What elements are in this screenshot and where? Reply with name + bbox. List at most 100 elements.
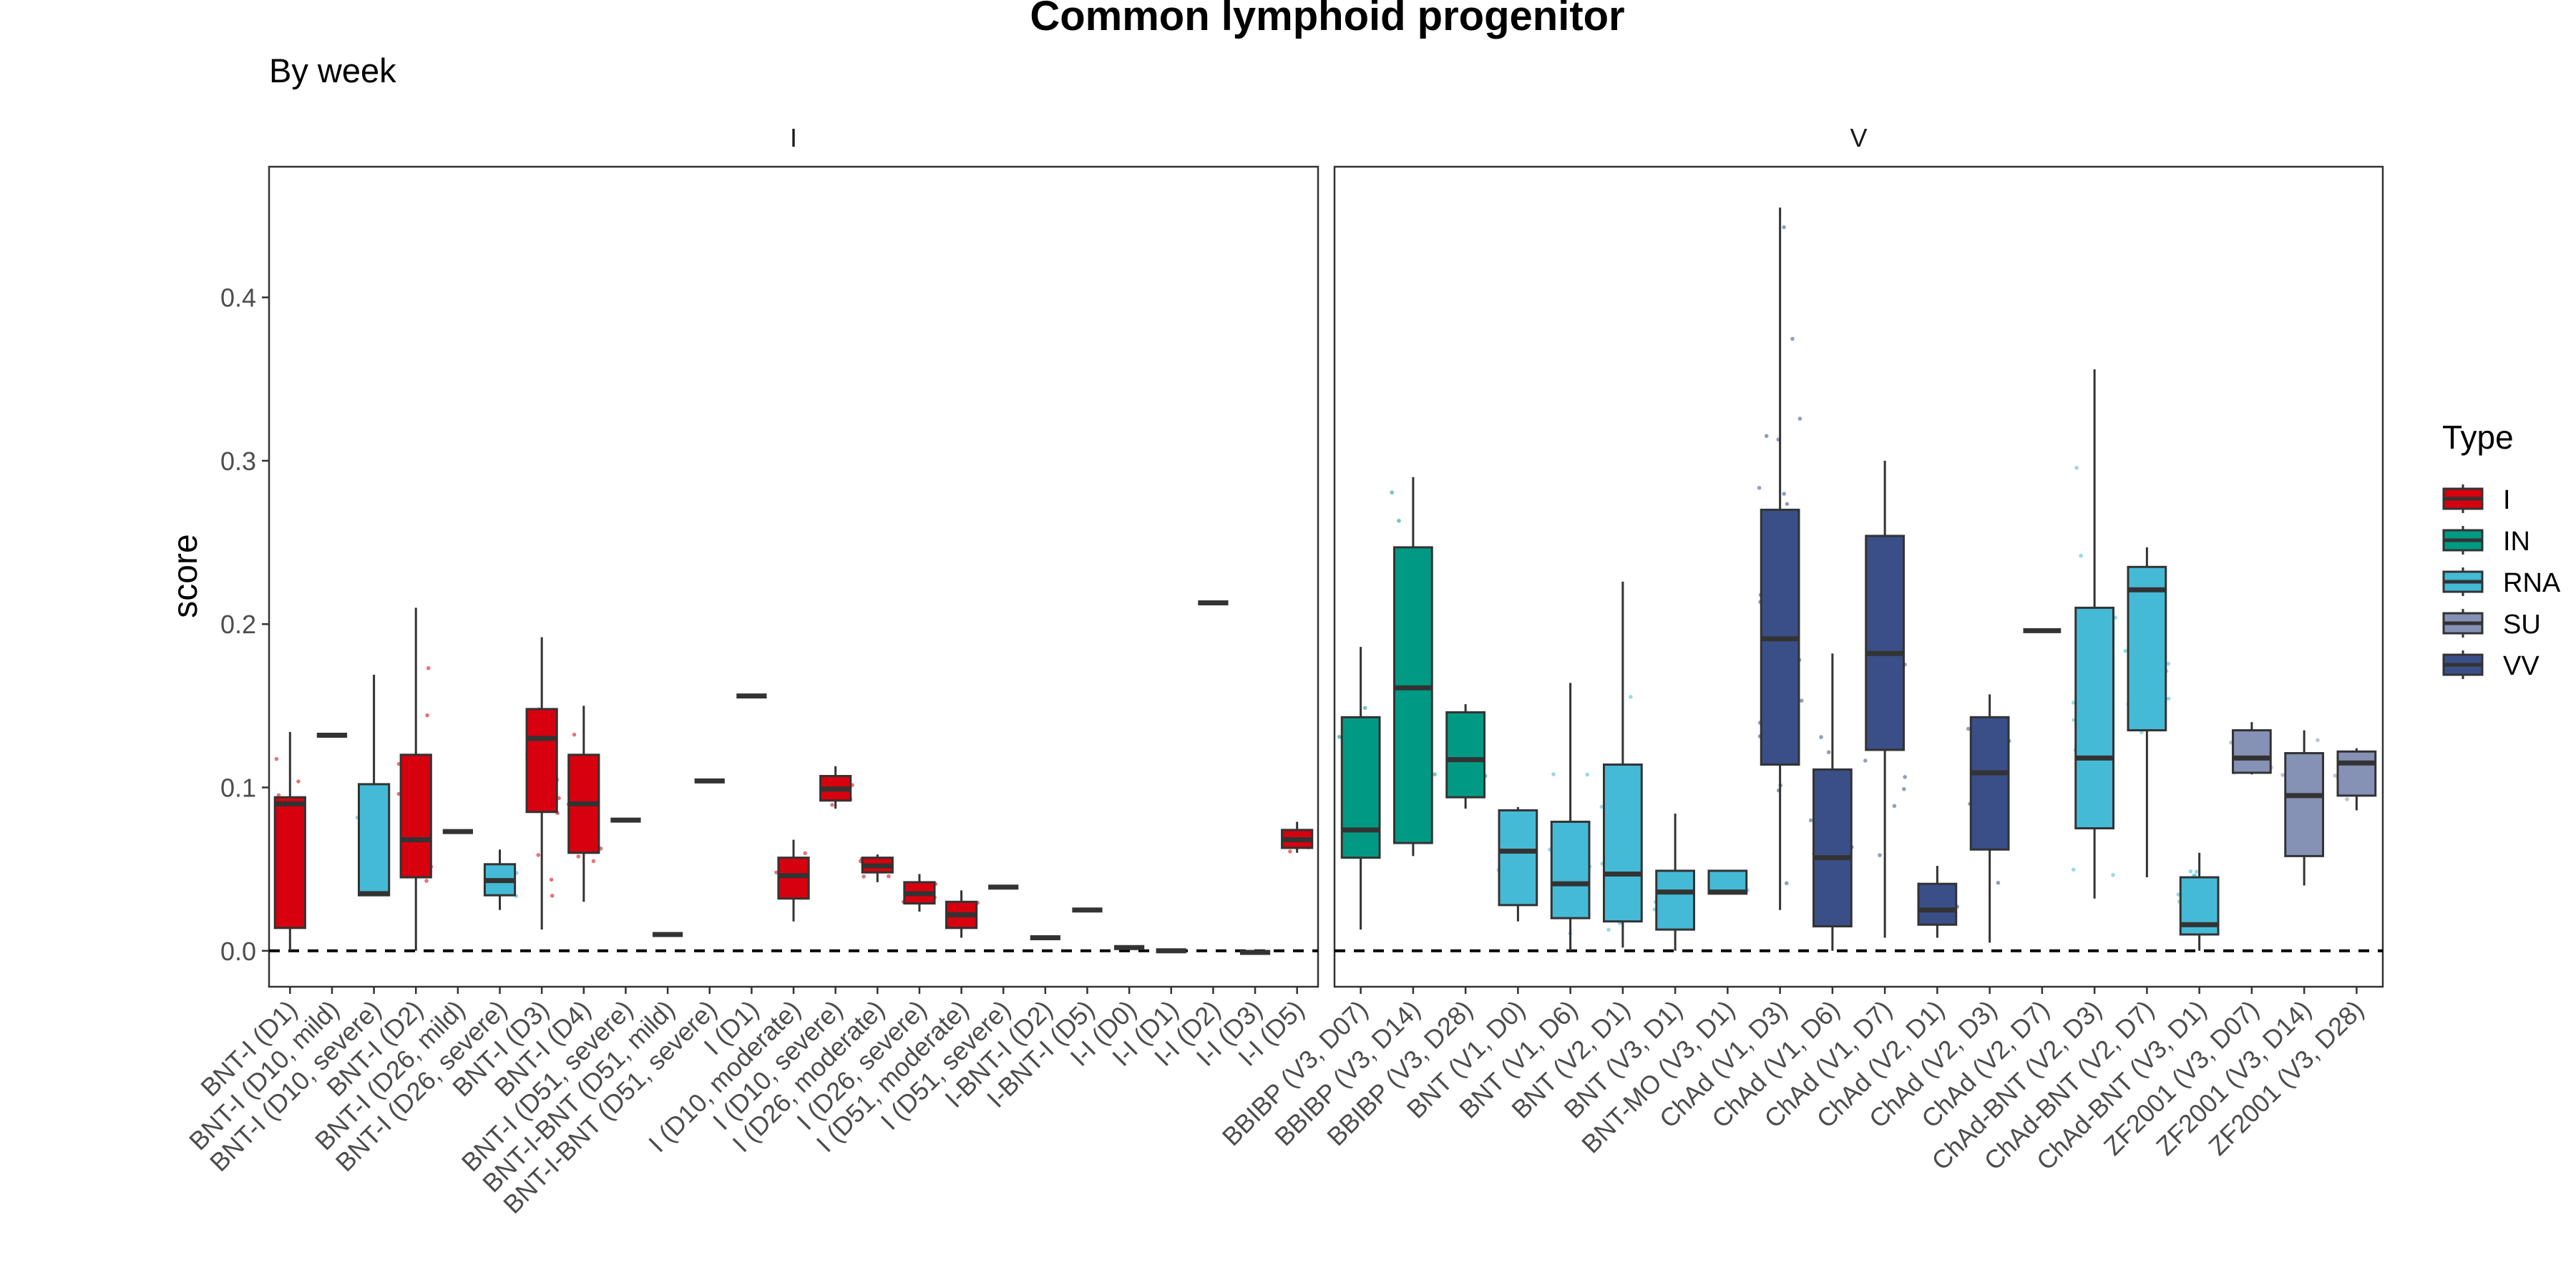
box-15 [902, 874, 938, 912]
jitter-point [862, 874, 866, 879]
box-24 [1281, 821, 1314, 854]
jitter-point [1892, 804, 1897, 809]
box-5 [483, 849, 519, 910]
box-body [1340, 716, 1381, 859]
jitter-point [2176, 892, 2181, 897]
box-body [1655, 869, 1695, 931]
jitter-point [2333, 774, 2338, 778]
legend-title: Type [2442, 419, 2514, 456]
box-7 [1707, 869, 1750, 895]
box-17 [2229, 722, 2273, 775]
jitter-point [2188, 869, 2193, 874]
jitter-point [887, 874, 891, 879]
legend-item-label: IN [2503, 527, 2530, 557]
jitter-point [1599, 804, 1604, 809]
jitter-point [1390, 490, 1395, 494]
box-6 [525, 637, 561, 930]
jitter-point [1397, 519, 1401, 523]
legend-item-i: I [2442, 484, 2511, 515]
box-8 [1757, 208, 1804, 910]
y-tick-label: 0.3 [220, 447, 256, 476]
legend-item-vv: VV [2442, 650, 2540, 681]
jitter-point [549, 877, 554, 882]
box-3 [1496, 806, 1538, 922]
box-1 [1390, 477, 1437, 857]
box-14 [858, 854, 894, 882]
jitter-point [1784, 881, 1789, 886]
jitter-point [1826, 750, 1831, 755]
box-4 [1548, 683, 1592, 951]
jitter-point [1819, 735, 1823, 739]
jitter-point [1362, 706, 1367, 711]
box-9 [1808, 653, 1854, 951]
box-0 [1337, 647, 1381, 930]
box-body [1498, 809, 1538, 907]
box-body [1603, 763, 1643, 923]
jitter-point [1799, 698, 1804, 703]
jitter-point [1606, 927, 1611, 932]
box-19 [2333, 748, 2377, 811]
box-15 [2123, 547, 2171, 878]
panel-border [1333, 165, 2384, 988]
jitter-point [572, 732, 577, 737]
box-body [273, 796, 306, 930]
jitter-point [2166, 696, 2171, 701]
chart-subtitle: By week [269, 52, 396, 89]
y-tick-label: 0.0 [220, 937, 256, 966]
jitter-point [425, 713, 429, 718]
jitter-point [576, 854, 581, 859]
jitter-point [1797, 416, 1802, 421]
jitter-point [1757, 486, 1762, 490]
jitter-point [1966, 726, 1971, 731]
box-2 [355, 674, 391, 897]
jitter-point [550, 894, 555, 898]
jitter-point [424, 879, 429, 883]
box-body [399, 753, 432, 879]
jitter-point [774, 870, 779, 875]
legend-item-label: I [2503, 485, 2511, 515]
box-body [1393, 546, 1433, 844]
box-body [1445, 711, 1485, 799]
jitter-point [2074, 465, 2079, 470]
box-body [2074, 606, 2114, 830]
jitter-point [1585, 772, 1590, 777]
box-10 [1863, 460, 1907, 938]
jitter-point [1785, 502, 1790, 507]
box-body [525, 708, 558, 814]
jitter-point [1903, 775, 1907, 779]
jitter-point [1337, 735, 1342, 739]
box-body [2284, 752, 2324, 857]
box-3 [396, 608, 434, 951]
box-16 [945, 890, 980, 938]
jitter-point [2345, 797, 2349, 801]
jitter-point [1901, 786, 1906, 791]
jitter-point [830, 803, 834, 807]
jitter-point [2071, 867, 2076, 872]
legend-items: I IN RNA SU VV [2442, 484, 2561, 681]
jitter-point [2316, 738, 2320, 743]
jitter-point [1433, 772, 1437, 776]
jitter-point [2111, 873, 2115, 877]
jitter-point [1764, 434, 1769, 439]
jitter-point [2123, 648, 2127, 653]
box-6 [1652, 814, 1695, 951]
jitter-point [1878, 853, 1882, 857]
jitter-point [2280, 773, 2285, 777]
jitter-point [536, 853, 541, 857]
jitter-point [426, 665, 431, 670]
jitter-point [1808, 818, 1813, 823]
legend-item-label: SU [2503, 610, 2541, 640]
box-7 [566, 706, 603, 902]
jitter-point [1790, 336, 1795, 341]
legend-item-su: SU [2442, 609, 2541, 640]
jitter-point [276, 793, 281, 798]
y-tick-label: 0.4 [220, 283, 256, 313]
jitter-point [1782, 492, 1787, 496]
legend-item-rna: RNA [2442, 567, 2561, 598]
box-body [1550, 820, 1591, 919]
box-11 [1917, 866, 1960, 938]
box-body [2127, 565, 2167, 732]
jitter-point [1629, 695, 1633, 699]
jitter-point [1996, 880, 2001, 885]
